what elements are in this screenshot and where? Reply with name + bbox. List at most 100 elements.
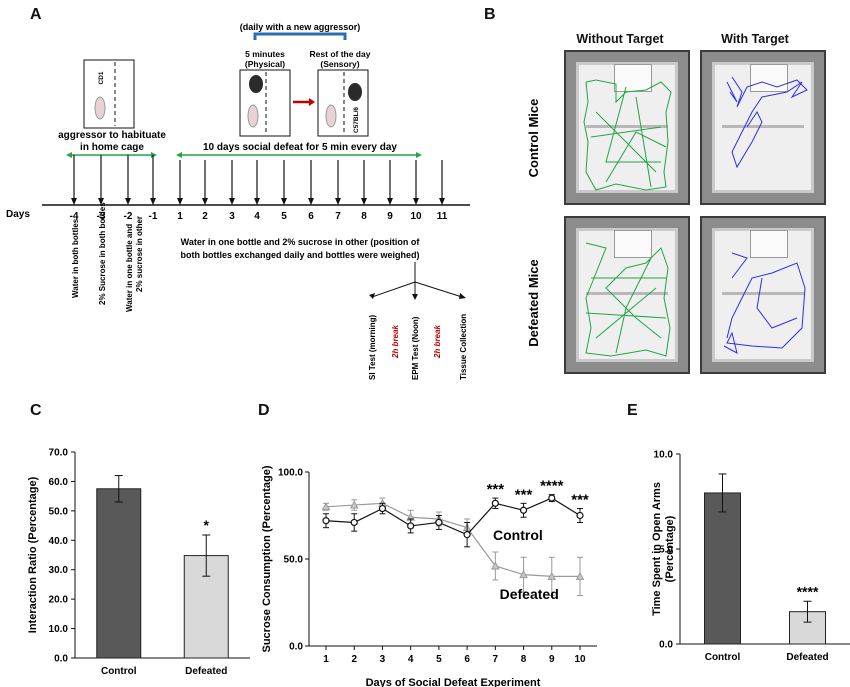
break-1-label: 2h break xyxy=(391,325,400,359)
defeat-water-note-line2: both bottles exchanged daily and bottles… xyxy=(180,250,419,260)
day-arrowhead xyxy=(335,198,341,205)
panel-letter-b: B xyxy=(484,6,496,23)
point-control xyxy=(548,494,556,502)
si-test-label: SI Test (morning) xyxy=(368,314,377,380)
day-tick-label: 3 xyxy=(229,211,235,222)
day-arrowhead xyxy=(71,198,77,205)
y-tick-label: 30.0 xyxy=(49,565,69,576)
arena-defeated-with-target xyxy=(700,216,826,374)
panel-e-chart: 0.0 5.0 10.0 Control Defeated **** Time Spent … xyxy=(651,450,850,663)
point-defeated xyxy=(547,571,557,580)
day-tick-label: 11 xyxy=(437,211,448,222)
row-headers: Control Mice Defeated Mice xyxy=(526,99,541,347)
bottle-note-2: 2% Sucrose in both bottles xyxy=(98,202,107,305)
point-defeated xyxy=(349,500,359,509)
x-tick-label: 7 xyxy=(493,654,499,665)
arena-control-with-target xyxy=(700,50,826,205)
bar-control xyxy=(96,488,142,659)
cage-label-c57: C57BL/6 xyxy=(353,107,360,133)
day-tick-label: 4 xyxy=(254,211,260,222)
phase-physical-line1: 5 minutes xyxy=(245,49,285,59)
y-tick-label: 20.0 xyxy=(49,595,69,606)
point-control xyxy=(519,506,528,514)
habituation-label-line1: aggressor to habituate xyxy=(58,130,166,141)
cage-label-cd1: CD1 xyxy=(98,71,105,84)
y-tick-label: 50.0 xyxy=(284,555,304,566)
break-2-label: 2h break xyxy=(433,325,442,359)
day-tick-label: -2 xyxy=(124,211,133,222)
point-defeated xyxy=(321,502,331,511)
habituation-cage xyxy=(83,59,135,129)
habituation-label-line2: in home cage xyxy=(80,142,144,153)
day-tick-label: 10 xyxy=(410,211,422,222)
panel-letter-e: E xyxy=(627,402,638,419)
day-arrowhead xyxy=(98,198,104,205)
y-axis-label: Interaction Ratio (Percentage) xyxy=(27,476,39,633)
y-tick-label: 0.0 xyxy=(54,654,68,665)
point-defeated xyxy=(490,561,500,570)
defeat-water-note-line1: Water in one bottle and 2% sucrose in ot… xyxy=(181,237,421,247)
y-tick-label: 10.0 xyxy=(654,450,674,461)
bottle-note-3-line2: 2% sucrose in other xyxy=(135,216,144,292)
day-arrowhead xyxy=(150,198,156,205)
x-tick-label: Control xyxy=(101,666,137,677)
bottle-note-3-line1: Water in one bottle and xyxy=(125,224,134,312)
arena-defeated-without-target xyxy=(564,216,690,374)
y-tick-label: 70.0 xyxy=(49,448,69,459)
y-axis-label: Time Spent in Open Arms xyxy=(651,482,663,616)
y-tick-label: 5.0 xyxy=(659,545,673,556)
y-tick-label: 10.0 xyxy=(49,624,69,635)
col-header-with-target: With Target xyxy=(721,32,789,46)
panel-letter-c: C xyxy=(30,402,42,419)
day-tick-label: 9 xyxy=(387,211,393,222)
point-control xyxy=(378,504,387,513)
days-label: Days xyxy=(6,209,30,220)
physical-cage xyxy=(239,69,291,137)
panel-c-chart: 0.0 10.0 20.0 30.0 40.0 50.0 60.0 70.0 Control De… xyxy=(27,448,250,677)
x-tick-label: Control xyxy=(705,652,741,663)
significance-label: * xyxy=(204,517,210,533)
day-tick-label: -4 xyxy=(70,211,79,222)
y-tick-label: 100.0 xyxy=(278,468,303,479)
mouse-icon xyxy=(325,104,337,128)
x-tick-label: 4 xyxy=(408,654,414,665)
point-control xyxy=(350,518,358,527)
panel-letter-a: A xyxy=(30,6,42,23)
x-tick-label: 6 xyxy=(464,654,470,665)
col-header-without-target: Without Target xyxy=(576,32,664,46)
defeat-label: 10 days social defeat for 5 min every da… xyxy=(203,142,397,153)
day-arrowhead xyxy=(177,198,183,205)
sensory-cage xyxy=(317,69,369,137)
phase-sensory-line2: (Sensory) xyxy=(320,59,359,69)
day-tick-label: -3 xyxy=(97,211,106,222)
day-tick-label: 5 xyxy=(281,211,287,222)
bar-control xyxy=(704,492,741,645)
day-tick-label: 8 xyxy=(361,211,367,222)
y-tick-label: 0.0 xyxy=(659,640,673,651)
x-tick-label: 8 xyxy=(521,654,527,665)
y-tick-label: 0.0 xyxy=(289,642,303,653)
x-tick-label: Defeated xyxy=(786,652,828,663)
day-arrowhead xyxy=(413,198,419,205)
day-arrowhead xyxy=(125,198,131,205)
significance-label: *** xyxy=(515,486,533,503)
day-tick-label: -1 xyxy=(149,211,158,222)
x-tick-label: Defeated xyxy=(185,666,227,677)
x-tick-label: 3 xyxy=(380,654,386,665)
day-arrowhead xyxy=(361,198,367,205)
row-header-control: Control Mice xyxy=(526,99,541,178)
y-tick-label: 50.0 xyxy=(49,506,69,517)
point-defeated xyxy=(519,570,528,579)
significance-label: *** xyxy=(571,492,589,509)
day-tick-label: 1 xyxy=(177,211,183,222)
significance-label: *** xyxy=(487,481,505,498)
trace-blue xyxy=(723,252,806,354)
x-tick-label: 1 xyxy=(323,654,329,665)
row-header-defeated: Defeated Mice xyxy=(526,259,541,346)
day-tick-label: 2 xyxy=(202,211,208,222)
x-tick-label: 5 xyxy=(436,654,442,665)
x-tick-label: 10 xyxy=(574,654,586,665)
point-control xyxy=(491,499,499,507)
schedule-note: (daily with a new aggressor) xyxy=(240,22,361,32)
panel-letter-d: D xyxy=(258,402,270,419)
